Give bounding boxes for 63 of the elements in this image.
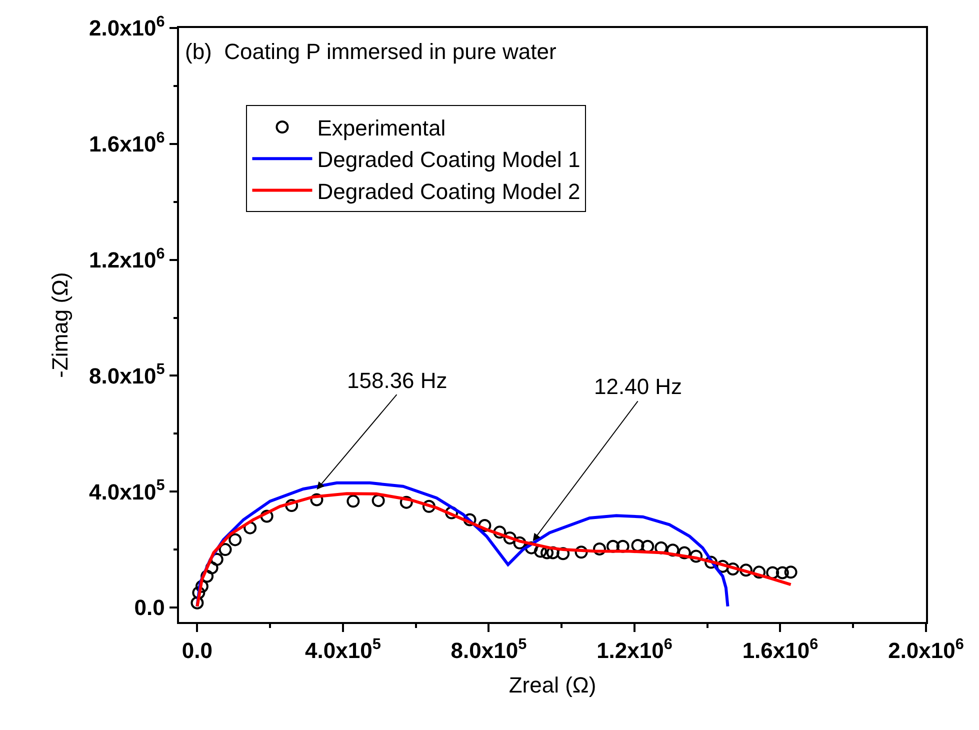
point: [260, 510, 274, 523]
point: [716, 560, 730, 573]
x-tick-label: 4.0x10$^{5}$: [305, 636, 382, 664]
point: [776, 566, 789, 580]
x-tick-label: 1.2x10$^{6}$: [596, 636, 672, 664]
x-tick-label: 0.0: [182, 638, 213, 664]
point: [593, 542, 606, 556]
point: [400, 496, 413, 509]
point: [422, 500, 436, 513]
annotation: 12.40 Hz: [594, 374, 682, 399]
point: [739, 564, 752, 577]
y-tick-label: 8.0x10$^{5}$: [88, 361, 166, 388]
point: [631, 539, 644, 552]
x-tick-label: 1.6x10$^{6}$: [742, 636, 818, 664]
point: [654, 541, 668, 554]
point: [678, 546, 691, 560]
point: [606, 540, 620, 553]
point: [574, 546, 588, 559]
point: [190, 596, 204, 610]
point: [513, 536, 526, 550]
point: [546, 546, 560, 560]
point: [200, 570, 214, 583]
y-tick-label: 1.6x10$^{6}$: [88, 129, 165, 157]
y-axis-title: -Zimag (Ω): [47, 272, 72, 378]
point: [556, 547, 570, 560]
point: [244, 521, 257, 534]
point: [285, 499, 298, 512]
x-axis-title: Zreal (Ω): [508, 672, 596, 698]
annotation: 158.36 Hz: [347, 368, 448, 393]
point: [752, 566, 766, 579]
point: [503, 531, 516, 544]
point: [463, 513, 476, 526]
point: [493, 526, 506, 539]
point: [784, 566, 798, 579]
point: [445, 506, 458, 520]
point: [766, 566, 780, 580]
point: [690, 550, 703, 563]
y-tick-label: 4.0x10$^{5}$: [88, 477, 166, 504]
point: [218, 543, 232, 556]
x-tick-label: 2.0x10$^{6}$: [888, 636, 964, 664]
point: [666, 544, 680, 557]
point: [192, 586, 206, 600]
point: [195, 580, 208, 593]
point: [616, 540, 630, 553]
point: [228, 533, 242, 546]
point: [726, 562, 740, 576]
x-tick-label: 8.0x10$^{5}$: [450, 636, 528, 664]
legend-label: Experimental: [317, 116, 446, 141]
legend-label: Degraded Coating Model 1: [317, 147, 580, 172]
y-tick-label: 0.0: [134, 595, 165, 620]
point: [641, 540, 654, 553]
point: [310, 493, 324, 506]
point: [540, 546, 554, 560]
y-tick-label: 2.0x10$^{6}$: [88, 13, 165, 41]
point: [346, 494, 360, 508]
point: [372, 494, 385, 508]
point: [534, 544, 547, 558]
point: [210, 552, 224, 566]
point: [704, 556, 718, 569]
y-tick-label: 1.2x10$^{6}$: [88, 245, 165, 272]
legend-label: Degraded Coating Model 2: [317, 178, 580, 204]
annotation: (b) Coating P immersed in pure water: [185, 39, 556, 64]
point: [478, 519, 492, 532]
